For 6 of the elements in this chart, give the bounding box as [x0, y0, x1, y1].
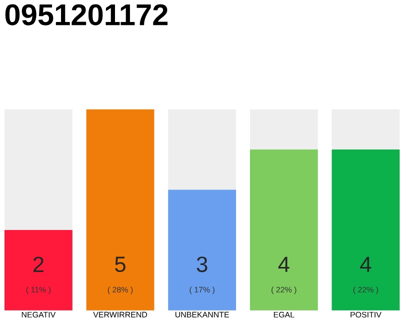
chart-title: 0951201172 [5, 4, 168, 26]
data-label: 4 [278, 256, 290, 272]
data-label: 5 [115, 256, 126, 272]
data-label: 2 [33, 256, 44, 272]
data-label: 3 [196, 256, 208, 272]
data-label: 4 [360, 256, 372, 272]
